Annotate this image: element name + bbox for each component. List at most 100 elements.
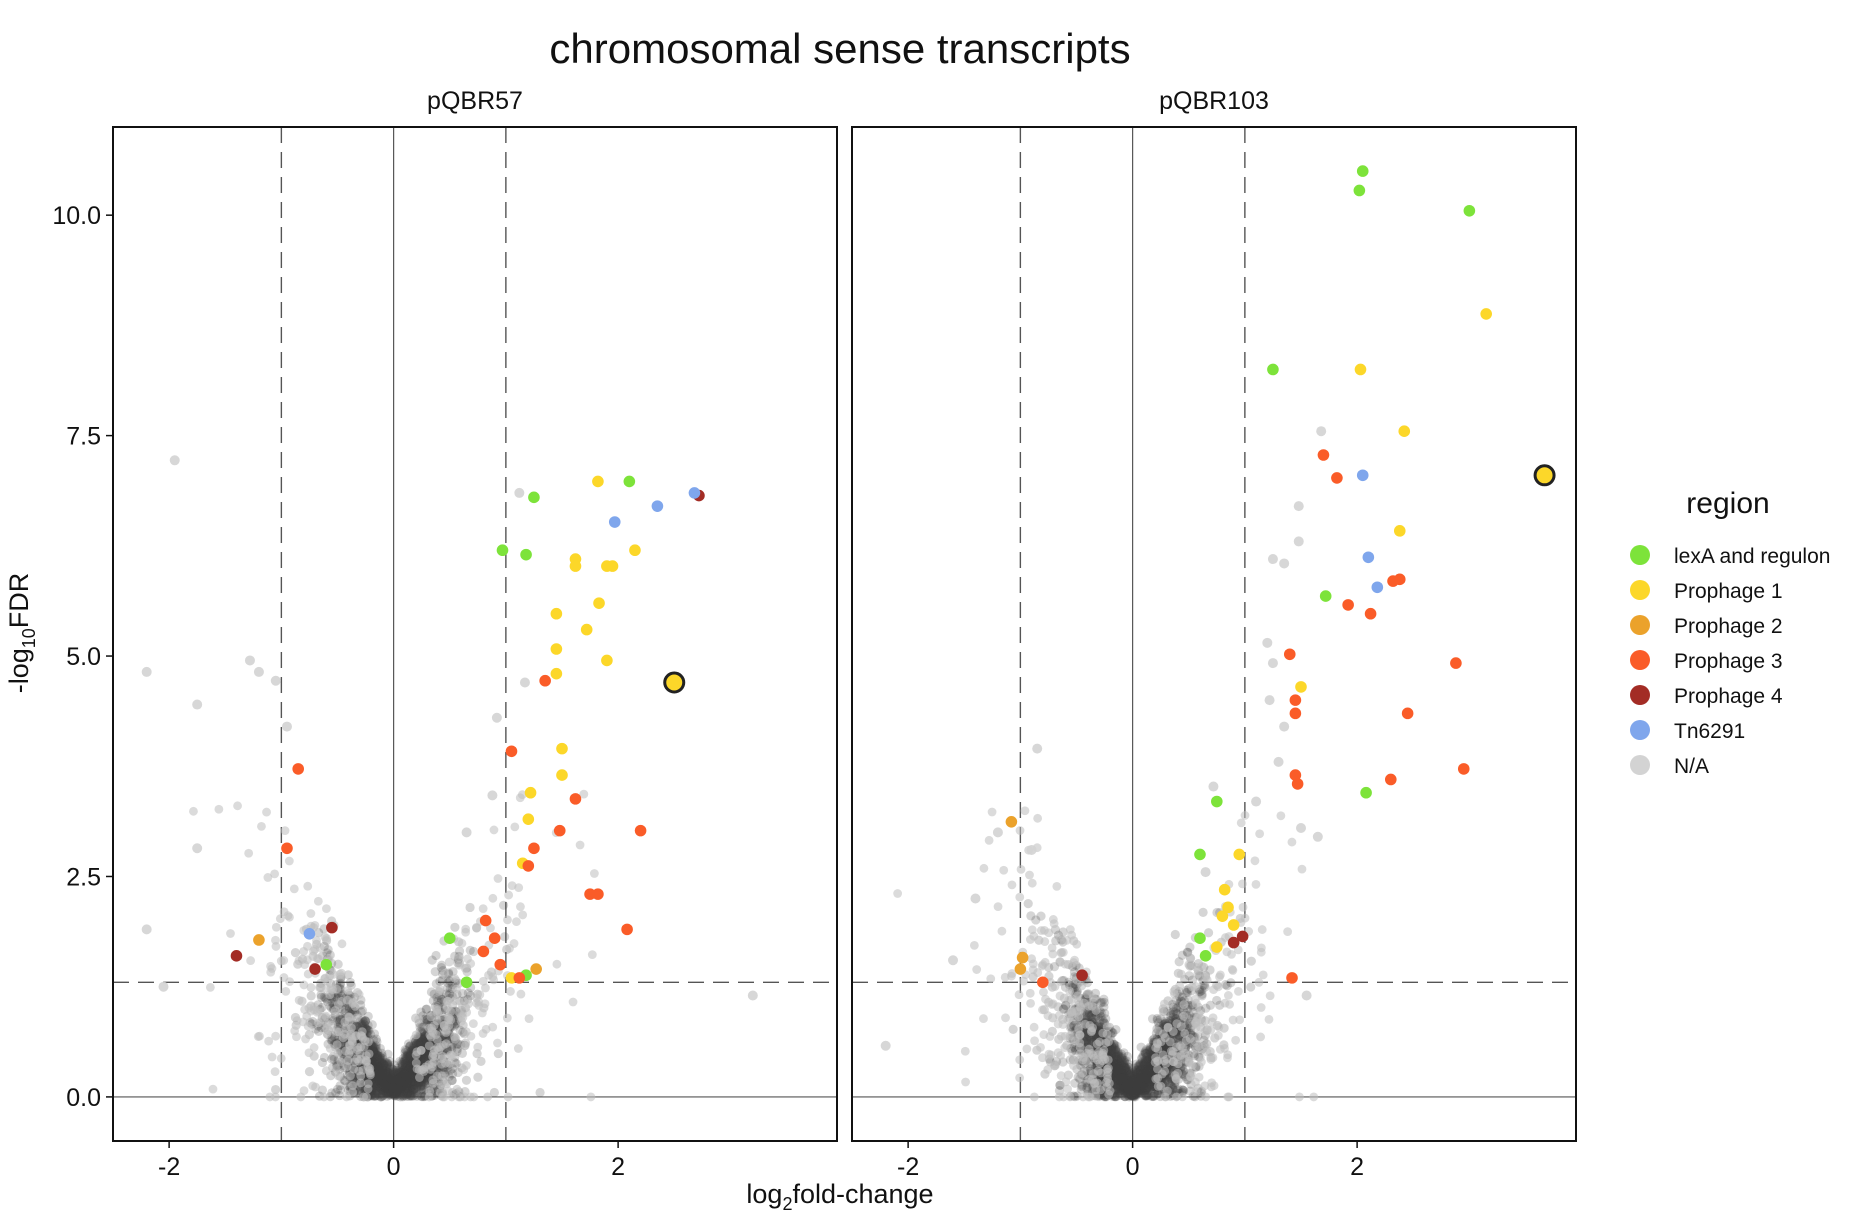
data-point bbox=[320, 958, 333, 971]
background-cloud bbox=[893, 806, 1319, 1102]
data-point bbox=[281, 842, 293, 855]
chart-title: chromosomal sense transcripts bbox=[549, 25, 1130, 72]
legend-swatch bbox=[1630, 580, 1650, 600]
data-point bbox=[556, 742, 568, 755]
y-tick-label: 2.5 bbox=[66, 863, 101, 891]
data-point bbox=[1279, 721, 1290, 732]
data-point bbox=[1316, 426, 1327, 437]
data-point bbox=[292, 763, 305, 775]
data-point bbox=[460, 976, 473, 989]
x-tick-label: 2 bbox=[611, 1153, 625, 1181]
data-point bbox=[1463, 204, 1476, 217]
data-point bbox=[1393, 525, 1406, 537]
x-tick-label: -2 bbox=[158, 1153, 180, 1181]
panel-border bbox=[112, 126, 838, 1142]
legend-label: Prophage 1 bbox=[1674, 580, 1783, 603]
data-point bbox=[1264, 695, 1275, 706]
data-point bbox=[1342, 599, 1354, 611]
data-point bbox=[1384, 773, 1397, 786]
data-point bbox=[491, 712, 502, 723]
data-point bbox=[230, 950, 243, 962]
data-point bbox=[1398, 425, 1411, 438]
legend-swatch bbox=[1630, 720, 1650, 740]
data-point bbox=[520, 548, 532, 561]
data-point bbox=[443, 932, 456, 944]
legend-label: Prophage 4 bbox=[1674, 685, 1783, 708]
data-point bbox=[569, 793, 582, 805]
data-point bbox=[192, 699, 203, 710]
y-tick-label: 10.0 bbox=[52, 202, 101, 230]
data-point bbox=[1293, 501, 1304, 512]
data-point bbox=[1200, 867, 1211, 878]
highlighted-point bbox=[663, 671, 686, 694]
data-point bbox=[158, 981, 169, 992]
data-point bbox=[1301, 990, 1312, 1001]
data-point bbox=[309, 963, 321, 975]
data-point bbox=[621, 923, 633, 936]
data-point bbox=[1354, 363, 1367, 376]
data-point bbox=[1233, 848, 1246, 861]
data-point bbox=[651, 500, 664, 512]
x-axis-label: log2fold-change bbox=[746, 1179, 933, 1210]
data-point bbox=[1037, 976, 1049, 989]
legend-label: Prophage 2 bbox=[1674, 615, 1783, 638]
data-point bbox=[1360, 786, 1372, 799]
data-point bbox=[1312, 831, 1323, 842]
data-point bbox=[1286, 972, 1298, 984]
legend-swatch bbox=[1630, 650, 1650, 670]
data-point bbox=[1026, 845, 1037, 856]
x-tick-label: 2 bbox=[1350, 1153, 1364, 1181]
data-point bbox=[948, 955, 959, 966]
data-point bbox=[550, 643, 563, 655]
background-cloud bbox=[189, 789, 599, 1102]
data-point bbox=[1236, 930, 1249, 943]
data-point bbox=[539, 674, 551, 687]
data-point bbox=[747, 990, 758, 1001]
data-point bbox=[1251, 796, 1262, 807]
plot-area bbox=[852, 127, 1576, 1141]
data-point bbox=[592, 475, 604, 488]
data-point bbox=[281, 721, 292, 732]
x-tick-label: -2 bbox=[897, 1153, 919, 1181]
data-point bbox=[593, 597, 605, 609]
data-point bbox=[880, 1040, 891, 1051]
highlighted-point bbox=[1533, 464, 1556, 487]
data-point bbox=[1222, 901, 1234, 914]
data-point bbox=[580, 623, 593, 636]
y-axis-label: -log10FDR bbox=[4, 573, 39, 694]
data-point bbox=[1331, 472, 1343, 484]
data-point bbox=[244, 655, 255, 666]
data-point bbox=[528, 491, 540, 504]
legend-swatch bbox=[1630, 685, 1650, 705]
data-point bbox=[496, 544, 509, 557]
panel-border bbox=[851, 126, 1577, 1142]
data-point bbox=[519, 677, 530, 688]
data-point bbox=[514, 487, 525, 498]
data-point bbox=[169, 455, 180, 466]
data-point bbox=[1194, 848, 1206, 861]
legend-label: N/A bbox=[1674, 755, 1709, 778]
data-point bbox=[1216, 910, 1229, 922]
panel-label: pQBR57 bbox=[427, 87, 523, 115]
data-point bbox=[1291, 778, 1304, 790]
data-point bbox=[141, 924, 152, 935]
data-point bbox=[992, 827, 1003, 838]
data-point bbox=[1032, 743, 1043, 754]
data-point bbox=[1283, 648, 1296, 661]
data-point bbox=[1211, 941, 1223, 953]
data-point bbox=[1194, 932, 1206, 944]
data-point bbox=[1356, 469, 1369, 482]
data-point bbox=[606, 560, 619, 572]
data-point bbox=[1014, 963, 1027, 975]
data-point bbox=[1295, 822, 1306, 833]
data-point bbox=[1005, 816, 1018, 828]
y-tick-label: 7.5 bbox=[66, 423, 101, 451]
x-tick-label: 0 bbox=[1126, 1153, 1140, 1181]
data-point bbox=[569, 560, 582, 572]
data-point bbox=[479, 914, 492, 927]
legend: region lexA and regulon Prophage 1 Prophag… bbox=[1630, 487, 1830, 778]
data-point bbox=[550, 667, 563, 680]
data-point bbox=[1289, 707, 1302, 720]
data-point bbox=[253, 934, 265, 946]
data-point bbox=[1218, 883, 1231, 896]
